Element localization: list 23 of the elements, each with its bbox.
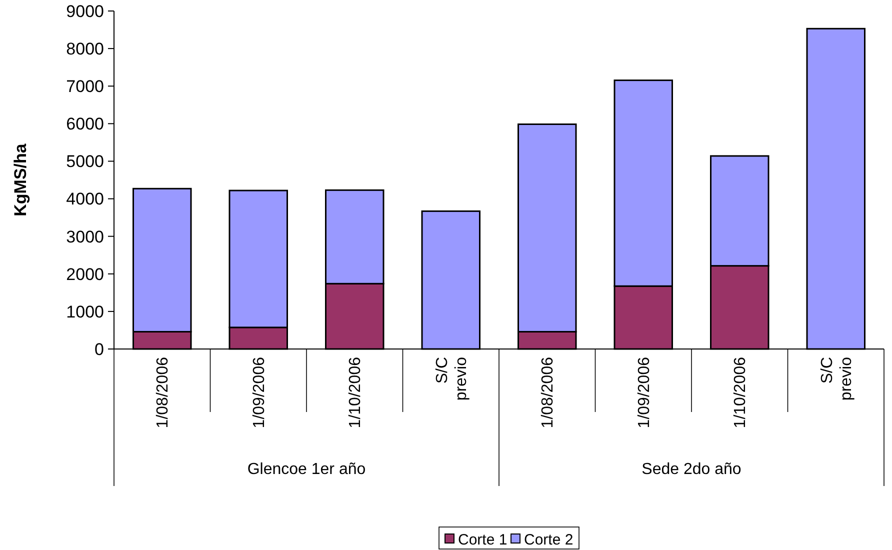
x-tick-label: 1/08/2006 (540, 356, 557, 428)
y-tick-label: 2000 (66, 264, 104, 284)
text: Glencoe 1er año (247, 461, 366, 478)
x-tick-label: 1/08/2006 (154, 356, 172, 428)
legend-label: Corte 1 (458, 531, 508, 548)
x-tick-label: 1/09/2006 (250, 356, 268, 428)
x-tick-label: S/C previo (434, 356, 470, 401)
y-tick-label: 6000 (66, 114, 104, 134)
legend-label: Corte 2 (524, 531, 574, 548)
y-tick-label: 5000 (66, 152, 104, 172)
y-tick-label: 9000 (66, 2, 104, 21)
y-tick-label: 0 (94, 340, 104, 359)
x-tick-label: 1/10/2006 (732, 356, 750, 428)
x-tick-label: 1/10/2006 (347, 356, 364, 428)
y-tick-label: 8000 (66, 40, 104, 59)
y-axis-title: KgMS/ha (11, 143, 30, 216)
y-tick-label: 3000 (66, 227, 104, 246)
y-tick-label: 1000 (66, 302, 104, 322)
x-tick-label: S/C previo (818, 356, 855, 401)
y-tick-label: 7000 (66, 77, 104, 96)
y-tick-label: 4000 (66, 190, 104, 209)
x-tick-label: 1/09/2006 (636, 356, 653, 428)
text: Sede 2do año (642, 461, 742, 478)
